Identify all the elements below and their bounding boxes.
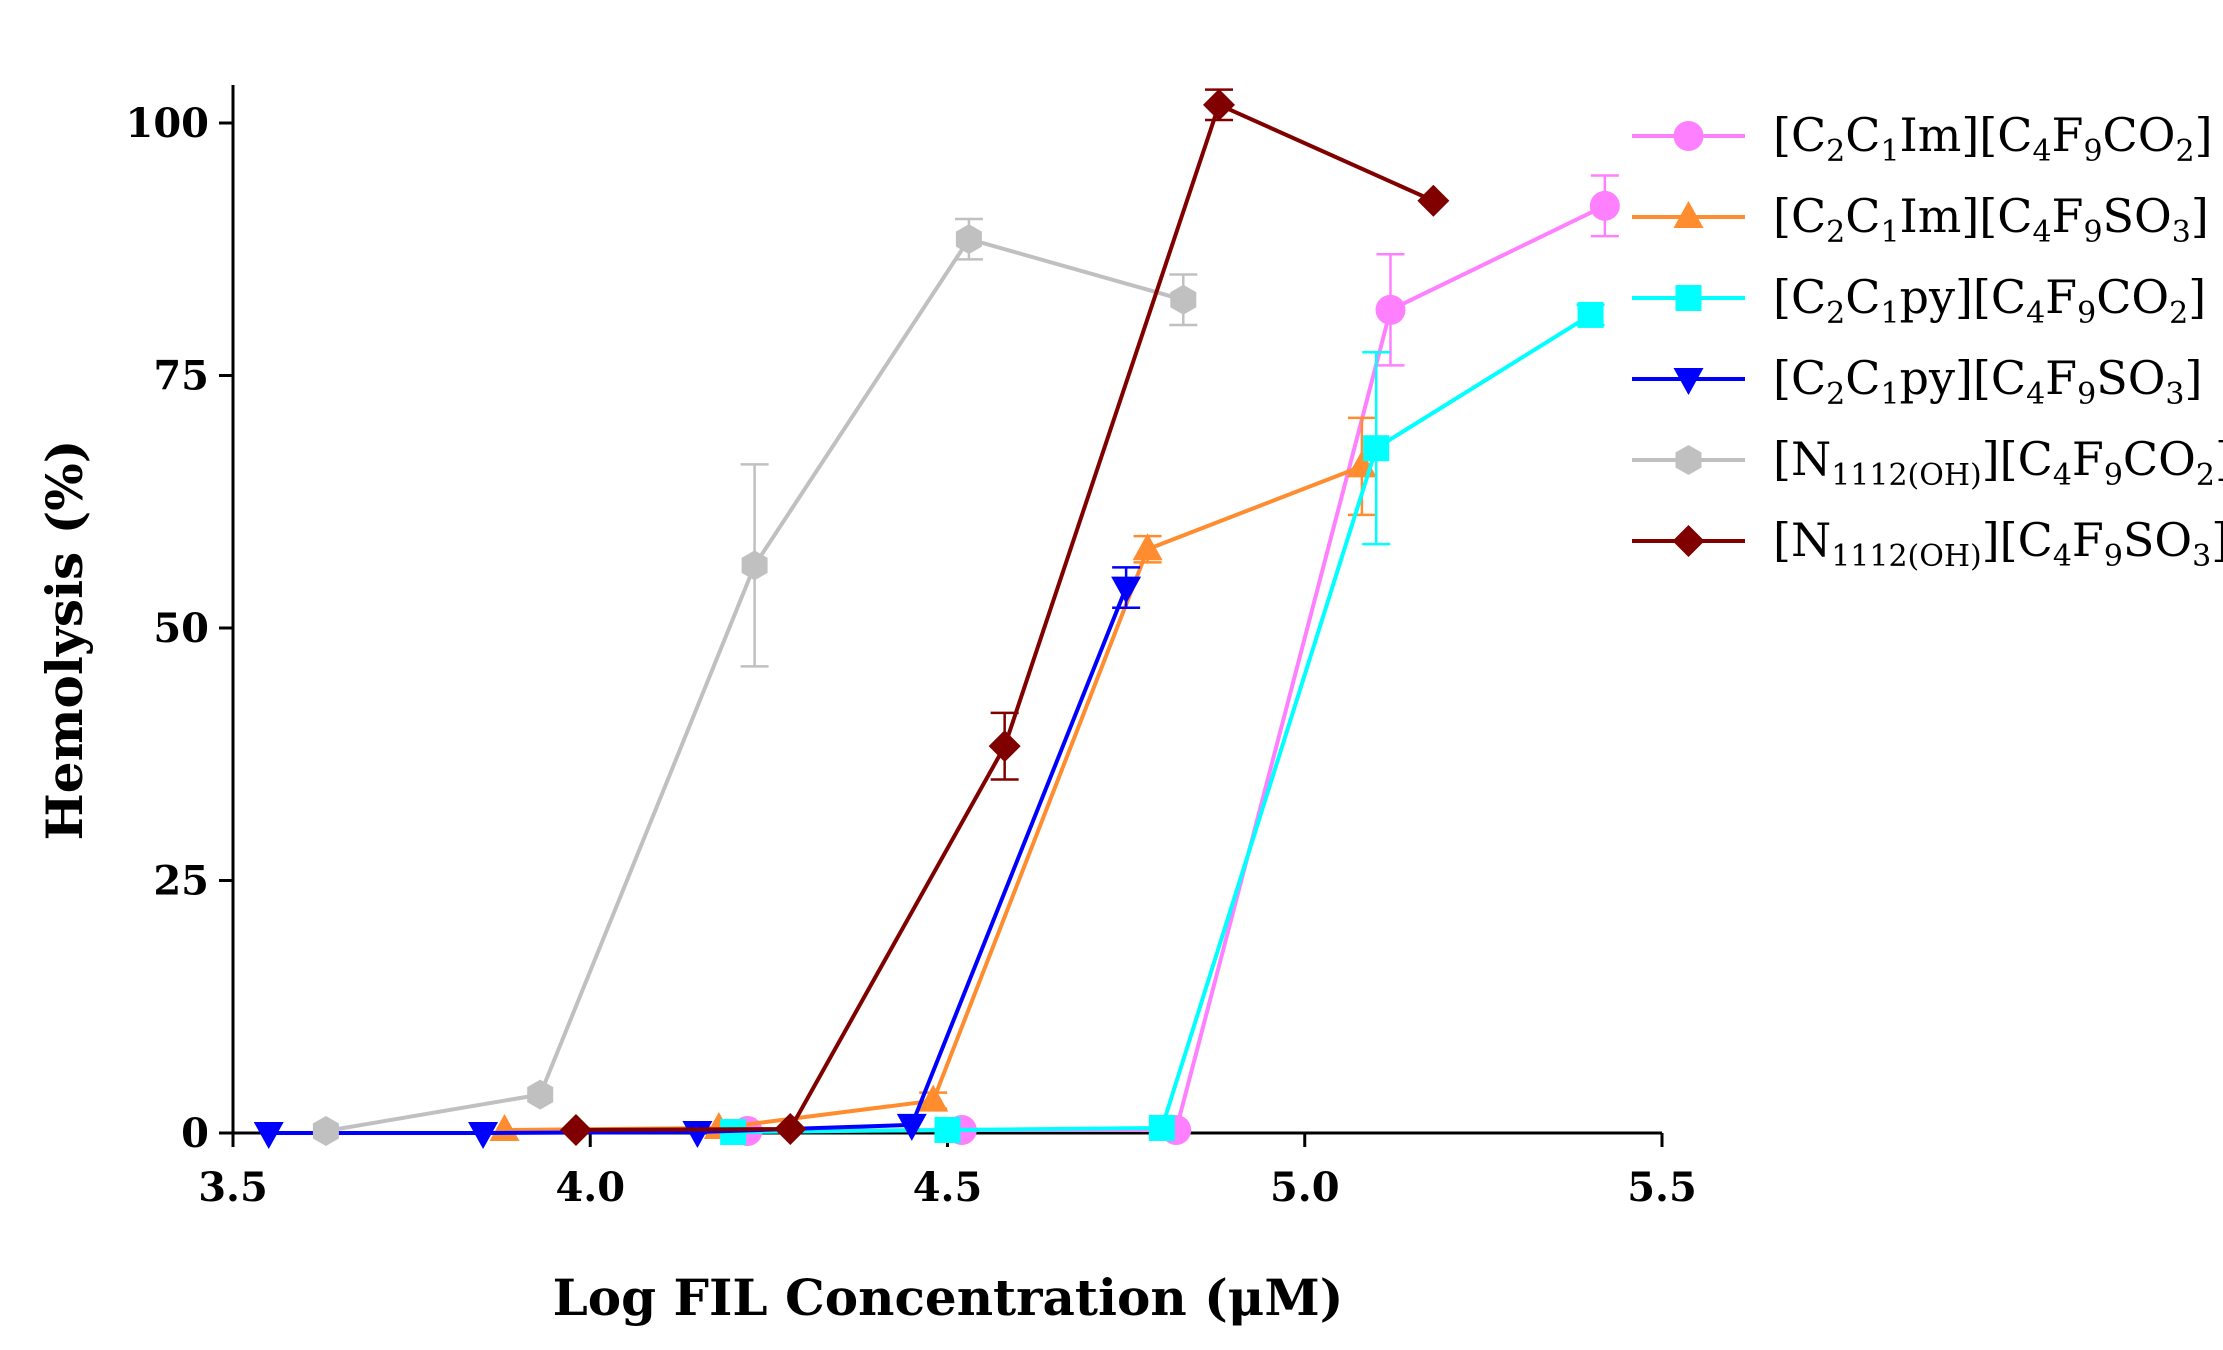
data-point (468, 1122, 499, 1149)
y-tick-label: 0 (181, 1110, 209, 1157)
data-point (1577, 301, 1604, 328)
x-tick-label: 3.5 (198, 1164, 268, 1211)
axes (231, 85, 1662, 1135)
legend-entry: [C2C1py][C4F9SO3] (1632, 351, 2202, 412)
data-point (1148, 1114, 1175, 1141)
x-tick-label: 5.0 (1270, 1164, 1340, 1211)
legend: [C2C1Im][C4F9CO2] [C2C1Im][C4F9SO3] [C2C1p… (1632, 108, 2223, 574)
data-point (896, 1113, 927, 1141)
y-tick-label: 50 (153, 605, 209, 652)
series-2 (489, 416, 1377, 1141)
y-axis-title: Hemolysis (%) (35, 440, 94, 841)
legend-entry: [N1112(OH)][C4F9SO3] (1632, 513, 2223, 574)
series-line (504, 464, 1363, 1132)
legend-label: [C2C1py][C4F9CO2] (1773, 270, 2206, 331)
x-tick-label: 4.5 (913, 1164, 983, 1211)
legend-marker (1673, 201, 1704, 228)
legend-entry: [C2C1Im][C4F9SO3] (1632, 189, 2209, 250)
legend-label: [C2C1Im][C4F9SO3] (1773, 189, 2209, 250)
data-point (955, 224, 982, 255)
series-line (575, 102, 1435, 1132)
data-point (1132, 533, 1163, 561)
data-point (1417, 184, 1450, 217)
y-axis-ticks: 0 25 50 75 100 (126, 100, 233, 1157)
legend-marker (1675, 445, 1702, 475)
data-point (934, 1116, 961, 1143)
data-point (527, 1079, 554, 1110)
legend-marker (1672, 525, 1705, 557)
legend-entry: [C2C1Im][C4F9CO2] (1632, 108, 2213, 169)
data-point (1363, 435, 1390, 462)
data-point (1111, 576, 1142, 604)
legend-label: [C2C1py][C4F9SO3] (1773, 351, 2202, 412)
legend-marker (1673, 121, 1704, 151)
legend-label: [N1112(OH)][C4F9CO2] (1773, 432, 2223, 493)
data-point (312, 1116, 339, 1146)
data-point (1589, 190, 1620, 221)
series-5 (312, 217, 1198, 1146)
data-point (988, 730, 1021, 763)
series-6 (559, 88, 1450, 1146)
y-tick-label: 25 (153, 858, 209, 905)
data-point (918, 1084, 949, 1112)
x-tick-label: 5.5 (1627, 1164, 1697, 1211)
data-point (741, 550, 768, 581)
series-4 (253, 566, 1142, 1149)
legend-label: [N1112(OH)][C4F9SO3] (1773, 513, 2223, 574)
data-point (1170, 284, 1197, 315)
legend-entry: [C2C1py][C4F9CO2] (1632, 270, 2206, 331)
x-tick-label: 4.0 (555, 1164, 625, 1211)
x-axis-title: Log FIL Concentration (μM) (553, 1268, 1344, 1327)
legend-marker (1673, 368, 1704, 395)
series-line (325, 237, 1184, 1133)
data-point (774, 1112, 807, 1145)
data-point (559, 1113, 592, 1146)
series-1 (732, 174, 1620, 1146)
series-line (733, 313, 1592, 1134)
y-tick-label: 75 (153, 353, 209, 400)
data-point (1375, 294, 1406, 325)
y-tick-label: 100 (126, 100, 210, 147)
legend-entry: [N1112(OH)][C4F9CO2] (1632, 432, 2223, 493)
data-point (253, 1122, 284, 1149)
data-point (1203, 88, 1236, 121)
x-axis-ticks: 3.5 4.0 4.5 5.0 5.5 (198, 1133, 1697, 1211)
series-3 (720, 301, 1605, 1145)
series-line (747, 204, 1606, 1133)
series-layer (253, 88, 1620, 1149)
legend-marker (1675, 285, 1702, 311)
series-line (268, 586, 1128, 1135)
legend-label: [C2C1Im][C4F9CO2] (1773, 108, 2213, 169)
